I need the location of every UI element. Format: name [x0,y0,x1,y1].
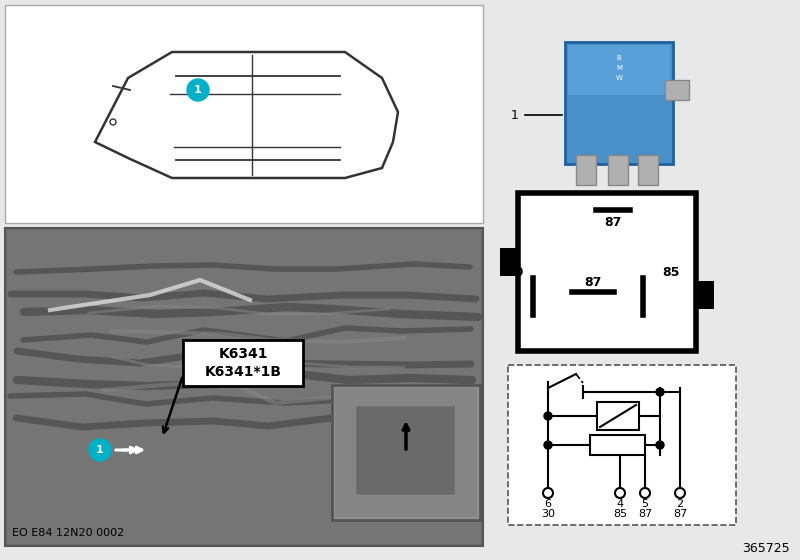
Text: 365725: 365725 [742,542,790,554]
Text: 87: 87 [584,276,602,288]
Circle shape [656,441,664,449]
Circle shape [656,388,664,396]
Text: W: W [615,75,622,81]
Circle shape [544,441,552,449]
Bar [518,193,696,351]
Bar [332,385,480,520]
Text: 87: 87 [673,509,687,519]
Bar [355,405,455,495]
Text: 5: 5 [642,499,649,509]
Bar [665,80,689,100]
Circle shape [544,412,552,420]
Circle shape [675,488,685,498]
Text: 1: 1 [96,445,104,455]
Text: 4: 4 [617,499,623,509]
Text: 87: 87 [638,509,652,519]
Bar [608,155,628,185]
Text: M: M [616,65,622,71]
Polygon shape [95,52,398,178]
Bar [568,45,670,95]
Bar [335,388,477,517]
Bar [5,5,483,223]
Bar [565,42,673,164]
Bar [576,155,596,185]
Bar [597,402,639,430]
Text: 85: 85 [613,509,627,519]
Circle shape [615,488,625,498]
Bar [7,230,481,544]
Bar [638,155,658,185]
Text: 1: 1 [511,109,519,122]
Text: EO E84 12N20 0002: EO E84 12N20 0002 [12,528,124,538]
Text: 2: 2 [677,499,683,509]
Circle shape [89,439,111,461]
Circle shape [543,488,553,498]
Text: 87: 87 [604,216,622,228]
Text: K6341: K6341 [218,347,268,361]
Text: 30: 30 [541,509,555,519]
Circle shape [187,79,209,101]
Bar [508,365,736,525]
Bar [696,281,714,309]
Text: B: B [617,55,622,61]
Bar [5,228,483,546]
Text: K6341*1B: K6341*1B [205,365,282,379]
Text: 6: 6 [545,499,551,509]
Text: 85: 85 [662,265,679,278]
Bar [590,435,645,455]
Text: 30: 30 [506,265,524,278]
Bar [183,340,303,386]
Circle shape [110,119,116,125]
Text: 1: 1 [194,85,202,95]
Bar [500,248,518,276]
Circle shape [640,488,650,498]
